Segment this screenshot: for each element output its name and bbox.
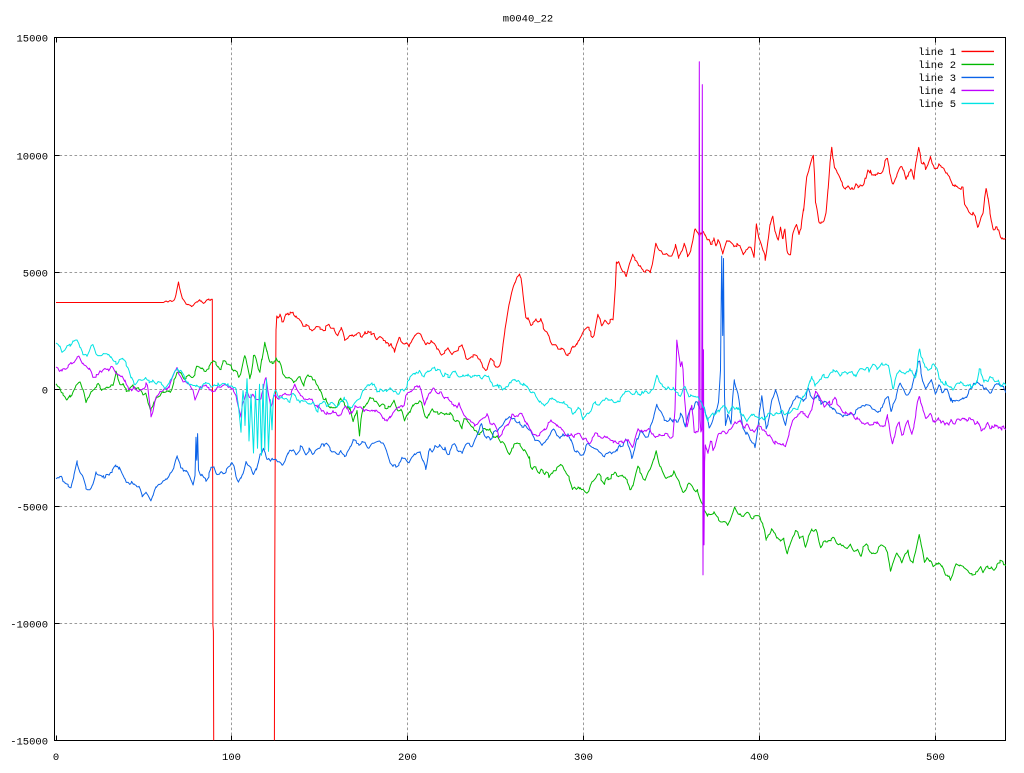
svg-text:line 5: line 5 [918, 99, 956, 111]
svg-text:10000: 10000 [16, 151, 48, 163]
svg-text:400: 400 [750, 752, 769, 764]
svg-text:-5000: -5000 [16, 502, 48, 514]
svg-text:15000: 15000 [16, 33, 48, 45]
svg-text:-15000: -15000 [10, 736, 48, 748]
svg-text:line 4: line 4 [918, 86, 956, 98]
svg-text:-10000: -10000 [10, 619, 48, 631]
svg-text:line 1: line 1 [918, 47, 956, 59]
svg-text:100: 100 [222, 752, 241, 764]
svg-text:0: 0 [42, 385, 48, 397]
svg-text:200: 200 [398, 752, 417, 764]
svg-text:0: 0 [53, 752, 59, 764]
svg-text:5000: 5000 [23, 268, 48, 280]
svg-text:line 3: line 3 [918, 73, 956, 85]
svg-text:500: 500 [926, 752, 945, 764]
svg-text:300: 300 [574, 752, 593, 764]
svg-text:m0040_22: m0040_22 [503, 14, 553, 26]
svg-text:line 2: line 2 [918, 60, 956, 72]
